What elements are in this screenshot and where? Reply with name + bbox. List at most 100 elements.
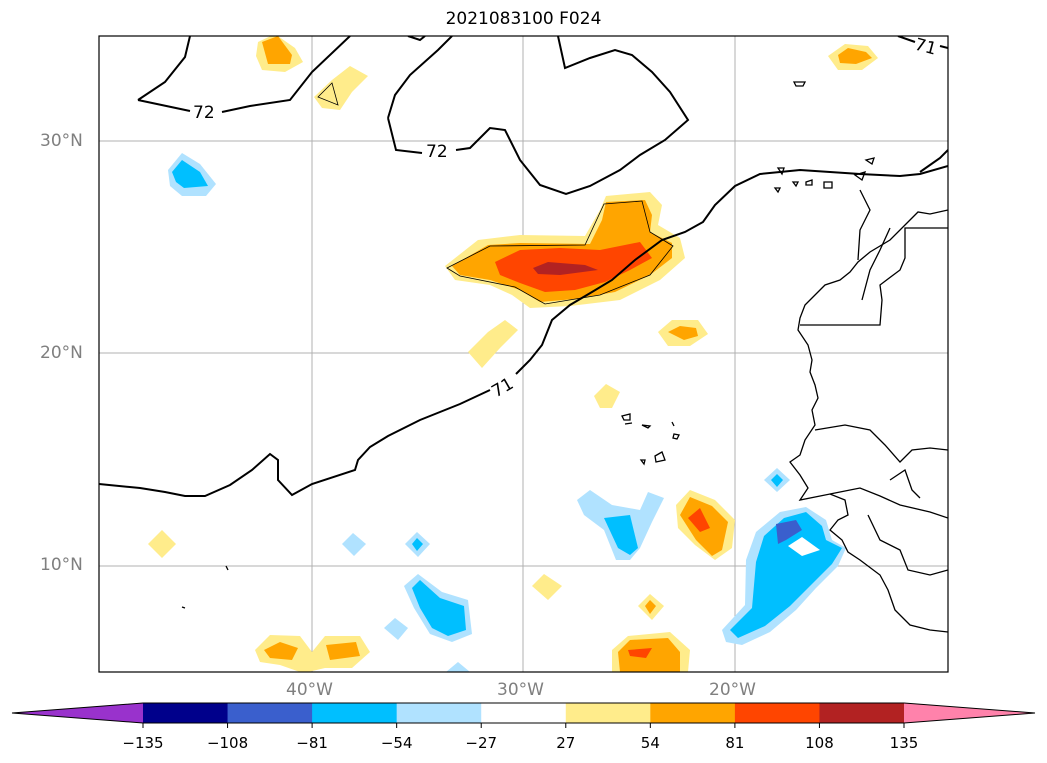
contour-lines	[99, 36, 948, 497]
island-canary-4	[823, 181, 833, 189]
coastlines	[789, 189, 948, 633]
colorbar-segment	[312, 703, 398, 723]
colorbar-segment	[565, 703, 651, 723]
lon-label-20w: 20°W	[709, 680, 756, 700]
colorbar-tick-label: 27	[556, 734, 576, 752]
map-frame	[98, 35, 949, 673]
contour-label-71-topright: 71	[912, 35, 938, 60]
blob-low2-blue	[412, 580, 466, 636]
island-cv-7	[624, 422, 633, 425]
coast-interior-5	[889, 468, 921, 499]
contour-72-left	[137, 36, 191, 101]
island-cv-2	[641, 424, 652, 429]
lon-label-30w: 30°W	[497, 680, 544, 700]
contour-71-main	[99, 165, 948, 497]
colorbar-tick-label: 108	[805, 734, 834, 752]
colorbar-segment	[819, 703, 905, 723]
contour-label-72-left: 72	[193, 103, 215, 123]
colorbar-segment	[650, 703, 736, 723]
lat-label-10n: 10°N	[40, 555, 83, 575]
contour-72-mid	[387, 36, 690, 196]
island-cv-1	[621, 413, 631, 421]
colorbar-tick-label: −54	[380, 734, 413, 752]
island-cv-3	[671, 421, 675, 427]
coast-interior-6	[857, 189, 871, 261]
island-canary-7	[773, 187, 782, 194]
blob-bottom2-orange	[618, 638, 680, 672]
colorbar-tick-label: −135	[122, 734, 164, 752]
blob-bottom1b-orange	[326, 642, 360, 660]
contour-71-topright	[897, 36, 948, 49]
blob-pos-west-red	[688, 508, 710, 532]
colorbar-tick-label: −81	[296, 734, 328, 752]
islands	[181, 81, 875, 609]
colorbar-tick-label: 135	[889, 734, 919, 752]
contour-label-72-mid: 72	[426, 142, 448, 162]
island-canary-2	[791, 181, 800, 188]
blob-bottom2-red	[628, 648, 652, 658]
colorbar-tick-label: 54	[640, 734, 660, 752]
blob-africa-indigo	[776, 520, 802, 544]
blob-africa-white	[788, 537, 820, 556]
blob-mid2-orange	[668, 326, 698, 340]
contour-upper-right	[919, 149, 948, 173]
contour-label-71-main: 71	[488, 374, 517, 402]
blob-low4-lightblue	[342, 533, 366, 556]
blob-low3-lightblue	[384, 618, 408, 640]
colorbar-tick-label: −27	[465, 734, 498, 752]
blob-small-yellow-a	[148, 530, 176, 558]
colorbar-tick-label: −108	[206, 734, 249, 752]
blob-bottom1-orange	[264, 642, 298, 660]
island-small-a	[225, 565, 229, 571]
contour-72-left-b	[137, 36, 351, 113]
colorbar-segment	[143, 703, 229, 723]
blob-bottom-lightblue	[446, 662, 470, 672]
blob-small-yellow-b	[532, 574, 562, 600]
blob-small1-yellow	[314, 66, 368, 110]
lon-label-40w: 40°W	[286, 680, 333, 700]
blob-small-orange-c	[645, 600, 656, 614]
colorbar-segment	[481, 703, 567, 723]
colorbar	[11, 702, 1036, 728]
colorbar-extend-max	[904, 703, 1035, 723]
island-cv-4	[672, 433, 680, 440]
blob-mid3-yellow	[594, 384, 620, 408]
blob-low5-blue	[412, 538, 423, 551]
coast-africa	[789, 209, 948, 633]
blob-low1-blue	[604, 515, 638, 555]
coast-interior-7	[861, 227, 891, 301]
island-cv-5	[639, 459, 646, 466]
island-canary-3	[805, 179, 813, 186]
island-canary-6	[864, 157, 875, 166]
coast-interior-2	[814, 424, 948, 463]
map-title: 2021083100 F024	[445, 9, 602, 29]
gridlines	[99, 36, 948, 672]
blob-top-left-orange	[262, 36, 292, 64]
blob-low6-blue	[771, 474, 783, 487]
blob-central-outline	[446, 200, 674, 305]
coast-interior-3	[829, 487, 948, 519]
contour-labels: 72 72 71 71	[193, 35, 939, 402]
island-small-b	[181, 606, 186, 609]
lat-label-30n: 30°N	[40, 131, 83, 151]
colorbar-extend-min	[12, 703, 143, 723]
blob-mid1-yellow	[468, 320, 518, 368]
colorbar-segment	[734, 703, 820, 723]
colorbar-segment	[396, 703, 482, 723]
island-cv-6	[654, 451, 666, 463]
blob-small1-line	[317, 82, 339, 106]
island-canary-5	[853, 171, 867, 182]
colorbar-tick-label: 81	[725, 734, 745, 752]
blob-central-darkred	[533, 262, 598, 275]
colorbar-segment	[227, 703, 313, 723]
blob-africa-blue	[730, 512, 842, 638]
lat-label-20n: 20°N	[40, 343, 83, 363]
coast-interior-4	[867, 514, 948, 576]
map-panel: 72 72 71 71	[99, 35, 948, 672]
blob-left-blue	[172, 160, 208, 188]
island-canary-1	[776, 167, 785, 176]
coast-interior-1	[800, 227, 948, 326]
island-madeira	[792, 81, 807, 87]
blob-top-right-orange	[838, 48, 872, 64]
